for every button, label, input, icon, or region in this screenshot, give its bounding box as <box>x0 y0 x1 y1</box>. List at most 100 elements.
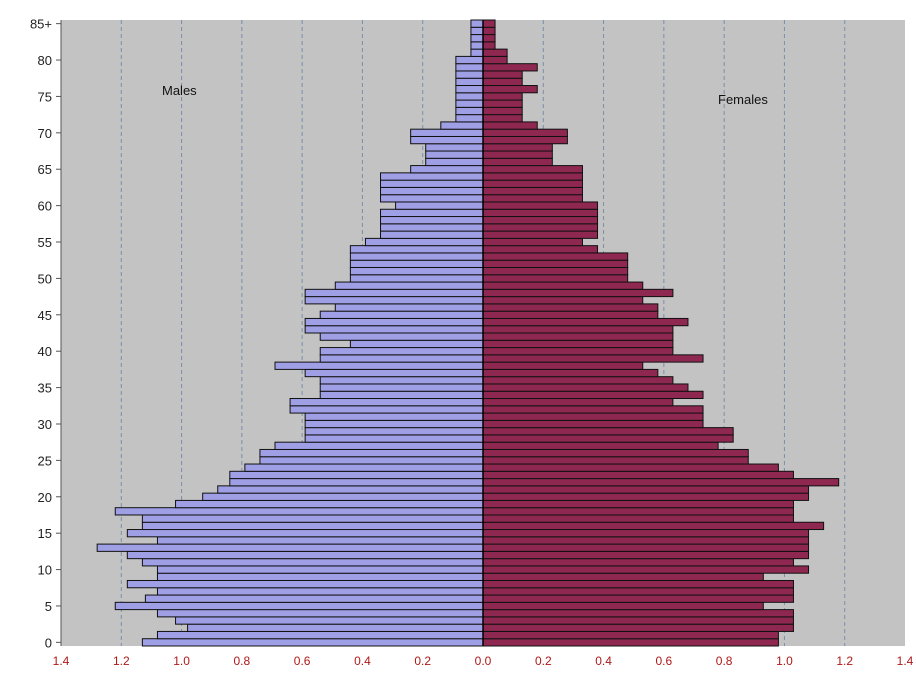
male-bar <box>380 179 484 188</box>
female-bar <box>482 492 810 501</box>
male-bar <box>156 572 484 581</box>
female-bar <box>482 638 779 647</box>
female-bar <box>482 441 719 450</box>
male-bar <box>141 638 484 647</box>
male-bar <box>156 587 484 596</box>
female-bar <box>482 376 674 385</box>
female-bar <box>482 485 810 494</box>
y-tick-label: 30 <box>38 417 52 432</box>
x-tick-label: 1.4 <box>53 654 70 668</box>
male-bar <box>319 332 484 341</box>
y-tick-label: 70 <box>38 126 52 141</box>
female-bar <box>482 208 599 218</box>
female-bar <box>482 478 840 487</box>
male-bar <box>126 529 484 538</box>
male-bar <box>319 310 484 319</box>
male-bar <box>304 296 484 305</box>
male-bar <box>380 223 484 232</box>
males-label: Males <box>162 83 197 98</box>
female-bar <box>482 463 779 472</box>
y-tick-label: 55 <box>38 235 52 250</box>
male-bar <box>425 143 484 152</box>
female-bar <box>482 507 794 516</box>
female-bar <box>482 106 523 116</box>
x-tick-label: 0.2 <box>535 654 552 668</box>
x-tick-label: 1.2 <box>836 654 853 668</box>
female-bar <box>482 34 496 43</box>
male-bar <box>229 478 484 487</box>
male-bar <box>455 77 484 87</box>
male-bar <box>304 434 484 443</box>
y-tick-label: 15 <box>38 526 52 541</box>
male-bar <box>304 288 484 298</box>
female-bar <box>482 281 644 290</box>
male-bar <box>455 63 484 72</box>
male-bar <box>175 616 484 625</box>
male-bar <box>126 550 484 560</box>
male-bar <box>289 398 484 407</box>
female-bar <box>482 63 538 72</box>
y-tick-label: 20 <box>38 490 52 505</box>
x-axis-ticks: 1.4 1.2 1.0 0.8 0.6 0.4 0.2 0.0 0.2 0.4 0.6 0.8 1.0 1… <box>53 654 914 668</box>
female-bar <box>482 179 583 188</box>
male-bar <box>244 463 484 472</box>
male-bar <box>470 19 484 28</box>
female-bar <box>482 630 779 640</box>
female-bar <box>482 339 674 349</box>
x-tick-label: 0.6 <box>656 654 673 668</box>
male-bar <box>410 128 484 137</box>
female-bar <box>482 26 496 36</box>
y-tick-label: 40 <box>38 344 52 359</box>
female-bar <box>482 347 674 356</box>
male-bar <box>259 448 484 458</box>
y-tick-label: 65 <box>38 162 52 177</box>
male-bar <box>114 507 484 516</box>
female-bar <box>482 587 794 596</box>
female-bar <box>482 361 644 370</box>
y-tick-label: 85+ <box>30 17 52 32</box>
male-bar <box>349 252 484 261</box>
male-bar <box>141 558 484 567</box>
male-bar <box>96 543 484 552</box>
male-bar <box>470 26 484 36</box>
male-bar <box>304 368 484 378</box>
female-bar <box>482 434 734 443</box>
male-bar <box>319 376 484 385</box>
female-bar <box>482 85 538 94</box>
female-bar <box>482 223 599 232</box>
male-bar <box>380 172 484 181</box>
male-bar <box>304 427 484 436</box>
females-series <box>482 19 840 647</box>
male-bar <box>455 106 484 116</box>
male-bar <box>202 492 484 501</box>
y-tick-label: 45 <box>38 308 52 323</box>
x-tick-label: 1.0 <box>173 654 190 668</box>
female-bar <box>482 310 659 319</box>
male-bar <box>455 99 484 108</box>
female-bar <box>482 70 523 79</box>
male-bar <box>349 245 484 254</box>
male-bar <box>319 354 484 363</box>
female-bar <box>482 143 553 152</box>
male-bar <box>455 70 484 79</box>
female-bar <box>482 609 794 618</box>
y-tick-label: 25 <box>38 453 52 468</box>
x-tick-label: 0.8 <box>716 654 733 668</box>
male-bar <box>114 601 484 611</box>
female-bar <box>482 623 794 632</box>
male-bar <box>156 630 484 640</box>
male-bar <box>470 48 484 57</box>
female-bar <box>482 201 599 210</box>
male-bar <box>274 441 484 450</box>
male-bar <box>319 347 484 356</box>
female-bar <box>482 412 704 421</box>
female-bar <box>482 266 629 276</box>
y-tick-label: 80 <box>38 53 52 68</box>
male-bar <box>334 281 484 290</box>
female-bar <box>482 245 599 254</box>
male-bar <box>395 201 484 210</box>
female-bar <box>482 99 523 108</box>
male-bar <box>380 216 484 225</box>
female-bar <box>482 114 523 123</box>
